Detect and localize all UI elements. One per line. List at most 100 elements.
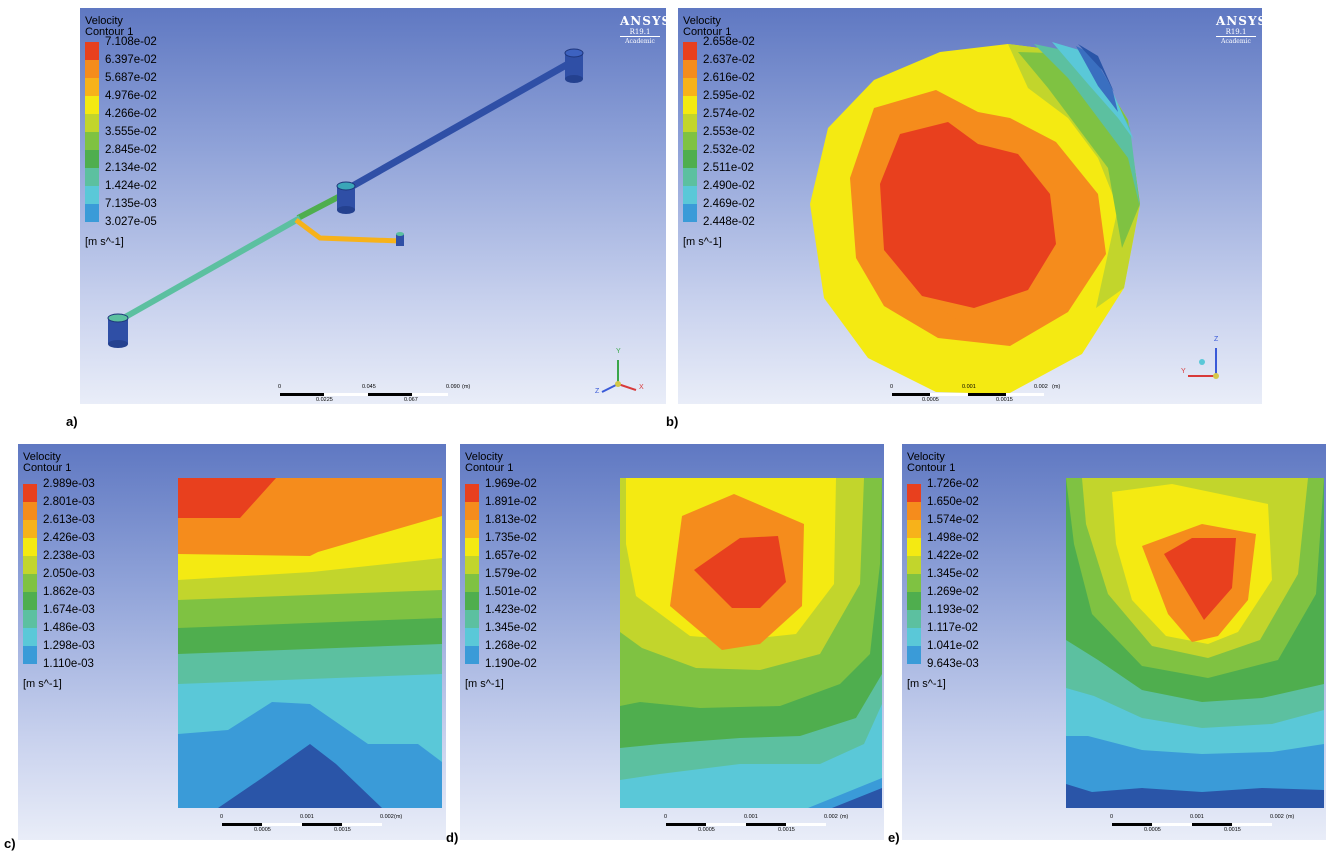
legend-row: 2.134e-02	[85, 162, 205, 186]
legend-row: 2.616e-02	[683, 72, 803, 96]
legend-value: 7.108e-02	[105, 36, 157, 48]
title-line2: Contour 1	[907, 462, 956, 474]
legend-value: 4.266e-02	[105, 108, 157, 120]
scale-tick-1: 0.045	[362, 384, 376, 390]
legend-swatch	[683, 78, 697, 96]
panel-a-scale-bar: 0 0.045 0.090 (m) 0.0225 0.067	[278, 384, 470, 404]
panel-c-title: Velocity Contour 1	[23, 452, 71, 474]
scale-sub-1: 0.0015	[778, 827, 795, 833]
legend-row: 2.469e-02	[683, 198, 803, 222]
legend-value: 1.345e-02	[485, 622, 537, 634]
legend-row: 1.193e-02	[907, 604, 1027, 628]
panel-c-label: c)	[4, 836, 16, 851]
legend-swatch	[465, 628, 479, 646]
legend-value: 1.110e-03	[43, 658, 94, 670]
legend-value: 2.613e-03	[43, 514, 95, 526]
legend-swatch	[683, 132, 697, 150]
scale-sub-0: 0.0005	[698, 827, 715, 833]
legend-swatch	[683, 60, 697, 78]
scale-unit: (m)	[462, 384, 471, 390]
panel-a-pipe-geometry	[107, 48, 637, 393]
scale-tick-0: 0	[278, 384, 282, 390]
legend-value: 3.027e-05	[105, 216, 157, 228]
legend-value: 1.268e-02	[485, 640, 537, 652]
scale-tick-2: 0.002	[1034, 384, 1048, 390]
legend-value: 6.397e-02	[105, 54, 157, 66]
legend-swatch	[85, 168, 99, 186]
legend-row: 1.501e-02	[465, 586, 585, 610]
scale-tick-1: 0.001	[1190, 814, 1204, 820]
legend-value: 1.498e-02	[927, 532, 979, 544]
legend-swatch	[683, 42, 697, 60]
legend-swatch	[683, 204, 697, 222]
panel-b: Velocity Contour 1 2.658e-02 2.637e-02 2.6…	[678, 8, 1262, 404]
legend-row: 7.108e-02	[85, 36, 205, 60]
legend-value: 1.486e-03	[43, 622, 95, 634]
legend-value: 1.193e-02	[927, 604, 979, 616]
legend-swatch	[465, 556, 479, 574]
title-line1: Velocity	[85, 15, 123, 27]
legend-row: 9.643e-03	[907, 658, 1027, 682]
legend-swatch	[465, 610, 479, 628]
legend-value: 2.574e-02	[703, 108, 755, 120]
brand-version: R19.1	[629, 28, 651, 36]
legend-swatch	[683, 150, 697, 168]
brand-name: ANSYS	[1216, 14, 1262, 28]
legend-value: 2.532e-02	[703, 144, 755, 156]
legend-row: 1.190e-02	[465, 658, 585, 682]
title-line2: Contour 1	[683, 26, 732, 38]
legend-value: 2.616e-02	[703, 72, 755, 84]
legend-swatch	[85, 42, 99, 60]
legend-row: 1.813e-02	[465, 514, 585, 538]
panel-a-unit: [m s^-1]	[85, 236, 124, 248]
title-line1: Velocity	[23, 451, 61, 463]
legend-row: 2.801e-03	[23, 496, 143, 520]
legend-value: 2.989e-03	[43, 478, 95, 490]
legend-value: 7.135e-03	[105, 198, 157, 210]
legend-swatch	[465, 592, 479, 610]
legend-row: 2.595e-02	[683, 90, 803, 114]
panel-c-scale-bar: 0 0.001 0.002 (m) 0.0005 0.0015	[220, 814, 402, 834]
legend-swatch	[465, 574, 479, 592]
legend-row: 1.726e-02	[907, 478, 1027, 502]
legend-value: 1.423e-02	[485, 604, 537, 616]
scale-tick-2: 0.002	[824, 814, 838, 820]
legend-swatch	[85, 96, 99, 114]
title-line2: Contour 1	[23, 462, 72, 474]
scale-sub-1: 0.0015	[1224, 827, 1241, 833]
title-line1: Velocity	[465, 451, 503, 463]
legend-row: 2.989e-03	[23, 478, 143, 502]
legend-value: 1.422e-02	[927, 550, 979, 562]
legend-value: 1.813e-02	[485, 514, 537, 526]
legend-row: 4.266e-02	[85, 108, 205, 132]
title-line2: Contour 1	[465, 462, 514, 474]
brand-edition: Academic	[1216, 36, 1256, 45]
legend-row: 7.135e-03	[85, 198, 205, 222]
scale-unit: (m)	[1286, 814, 1295, 820]
legend-value: 1.041e-02	[927, 640, 979, 652]
legend-value: 5.687e-02	[105, 72, 157, 84]
panel-d-unit: [m s^-1]	[465, 678, 504, 690]
legend-row: 1.891e-02	[465, 496, 585, 520]
panel-e-unit: [m s^-1]	[907, 678, 946, 690]
axis-z-label: Z	[1214, 336, 1219, 343]
legend-swatch	[23, 538, 37, 556]
legend-row: 1.041e-02	[907, 640, 1027, 664]
legend-value: 2.469e-02	[703, 198, 755, 210]
panel-d-contour-rect	[620, 478, 882, 808]
legend-swatch	[23, 628, 37, 646]
axis-y-label: Y	[1181, 368, 1186, 375]
brand-name: ANSYS	[620, 14, 666, 28]
legend-row: 6.397e-02	[85, 54, 205, 78]
legend-row: 3.555e-02	[85, 126, 205, 150]
panel-d: Velocity Contour 1 1.969e-02 1.891e-02 1.8…	[460, 444, 884, 840]
legend-row: 1.345e-02	[465, 622, 585, 646]
panel-a-label: a)	[66, 414, 78, 429]
scale-tick-0: 0	[220, 814, 224, 820]
legend-value: 1.657e-02	[485, 550, 537, 562]
scale-tick-0: 0	[1110, 814, 1114, 820]
panel-c-contour-rect	[178, 478, 442, 808]
panel-e-title: Velocity Contour 1	[907, 452, 955, 474]
legend-row: 2.511e-02	[683, 162, 803, 186]
legend-row: 1.268e-02	[465, 640, 585, 664]
